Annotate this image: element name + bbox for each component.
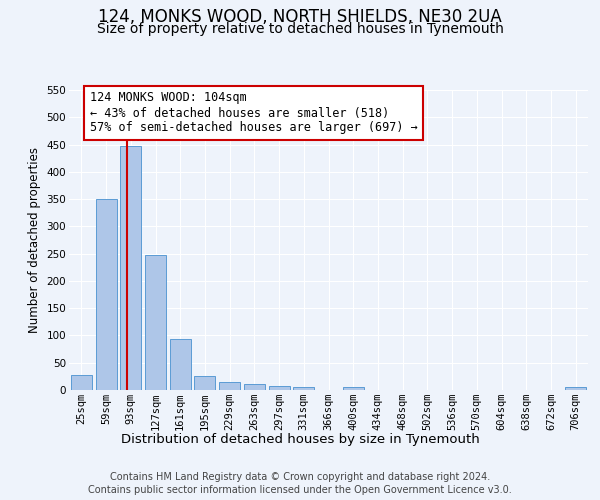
Y-axis label: Number of detached properties: Number of detached properties: [28, 147, 41, 333]
Text: 124, MONKS WOOD, NORTH SHIELDS, NE30 2UA: 124, MONKS WOOD, NORTH SHIELDS, NE30 2UA: [98, 8, 502, 26]
Bar: [244, 384, 265, 390]
Bar: [219, 382, 240, 390]
Bar: [170, 340, 191, 390]
Bar: [269, 386, 290, 390]
Bar: [145, 254, 166, 390]
Bar: [343, 388, 364, 390]
Text: Contains HM Land Registry data © Crown copyright and database right 2024.: Contains HM Land Registry data © Crown c…: [110, 472, 490, 482]
Bar: [71, 374, 92, 390]
Bar: [565, 388, 586, 390]
Text: Size of property relative to detached houses in Tynemouth: Size of property relative to detached ho…: [97, 22, 503, 36]
Bar: [194, 376, 215, 390]
Text: 124 MONKS WOOD: 104sqm
← 43% of detached houses are smaller (518)
57% of semi-de: 124 MONKS WOOD: 104sqm ← 43% of detached…: [90, 92, 418, 134]
Text: Contains public sector information licensed under the Open Government Licence v3: Contains public sector information licen…: [88, 485, 512, 495]
Bar: [95, 199, 116, 390]
Text: Distribution of detached houses by size in Tynemouth: Distribution of detached houses by size …: [121, 432, 479, 446]
Bar: [293, 388, 314, 390]
Bar: [120, 146, 141, 390]
